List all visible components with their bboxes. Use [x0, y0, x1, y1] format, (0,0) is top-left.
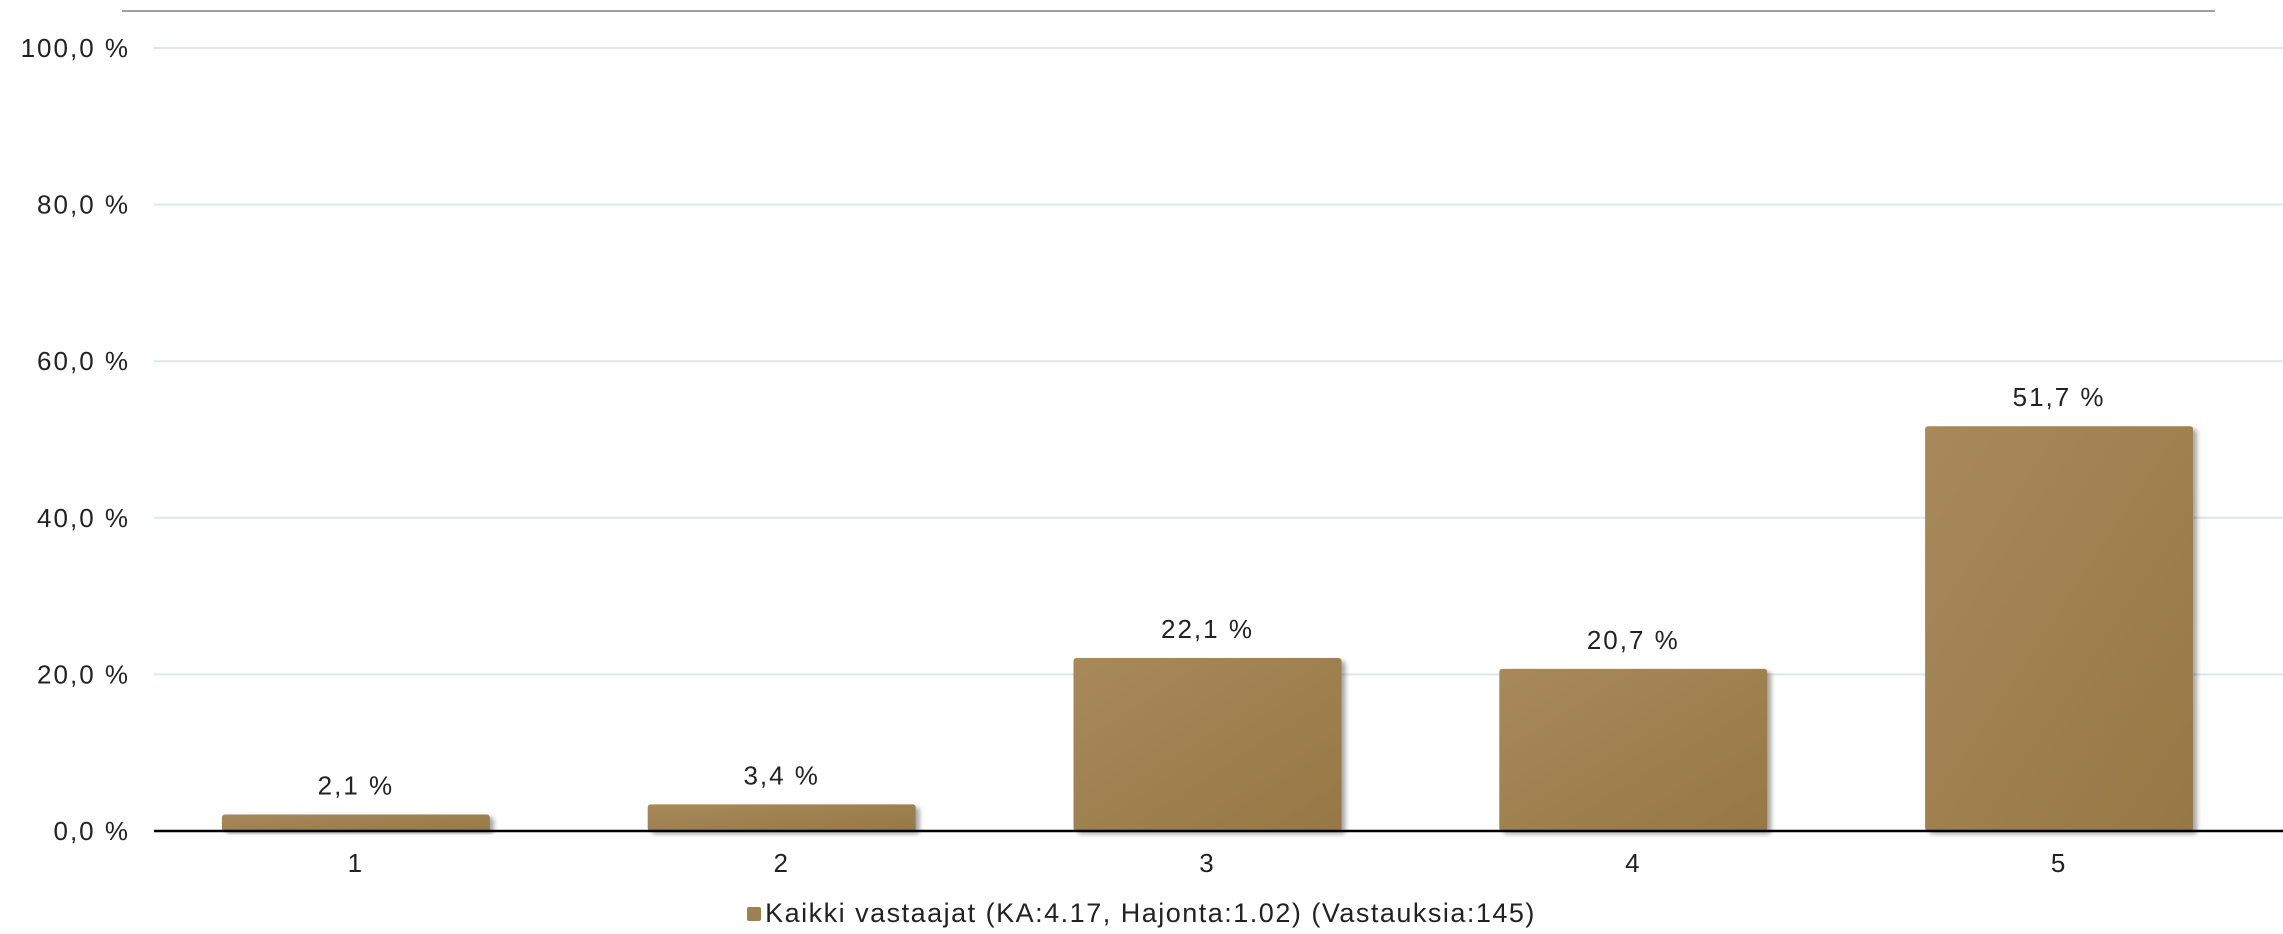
x-tick-label: 2: [773, 848, 789, 878]
y-axis-tick-labels: 0,0 % 20,0 % 40,0 % 60,0 % 80,0 % 100,0 %: [21, 33, 131, 846]
data-label: 3,4 %: [743, 760, 820, 790]
x-tick-label: 1: [348, 848, 364, 878]
bar-5: [1925, 426, 2194, 831]
bar-chart: 0,0 % 20,0 % 40,0 % 60,0 % 80,0 % 100,0 % 2,1…: [21, 10, 2283, 878]
bar-1: [221, 814, 490, 831]
x-tick-label: 4: [1625, 848, 1641, 878]
gridlines: [154, 47, 2283, 676]
y-tick-label: 0,0 %: [54, 816, 131, 846]
bar-2: [647, 804, 916, 831]
value-labels: 2,1 % 3,4 % 22,1 % 20,7 % 51,7 %: [318, 382, 2106, 801]
x-tick-label: 5: [2051, 848, 2067, 878]
y-tick-label: 60,0 %: [37, 346, 130, 376]
bar-4: [1499, 668, 1768, 831]
legend: Kaikki vastaajat (KA:4.17, Hajonta:1.02)…: [0, 898, 2283, 929]
y-tick-label: 100,0 %: [21, 33, 130, 63]
legend-label: Kaikki vastaajat (KA:4.17, Hajonta:1.02)…: [765, 898, 1536, 928]
y-tick-label: 40,0 %: [37, 503, 130, 533]
legend-swatch: [747, 907, 762, 921]
data-label: 22,1 %: [1161, 614, 1254, 644]
data-label: 51,7 %: [2013, 382, 2106, 412]
x-axis-tick-labels: 1 2 3 4 5: [348, 848, 2067, 878]
data-label: 20,7 %: [1587, 625, 1680, 655]
y-tick-label: 20,0 %: [37, 659, 130, 689]
data-label: 2,1 %: [318, 771, 395, 801]
bar-3: [1073, 657, 1342, 831]
bars: [221, 426, 2194, 831]
y-tick-label: 80,0 %: [37, 190, 130, 220]
x-tick-label: 3: [1199, 848, 1215, 878]
